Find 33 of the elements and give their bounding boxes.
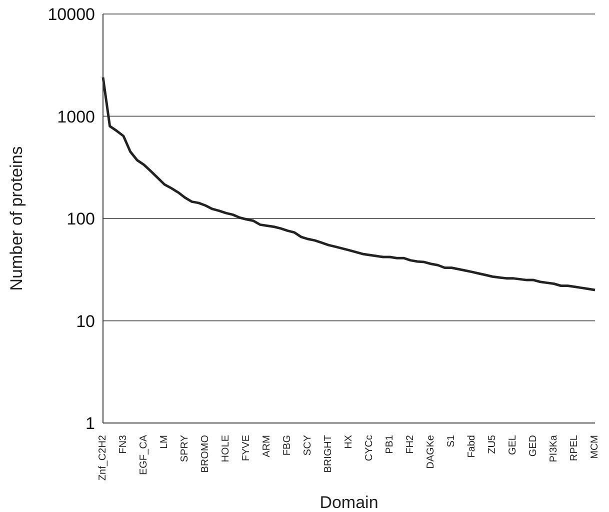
y-tick-label: 1000 (57, 107, 95, 126)
x-tick-label: MCM (590, 435, 600, 459)
x-tick-label: ZU5 (487, 434, 498, 454)
x-tick-label: Znf_C2H2 (98, 434, 108, 481)
y-tick-label: 100 (66, 210, 95, 229)
x-tick-label: PB1 (384, 434, 396, 454)
x-tick-label: Fabd (466, 435, 478, 458)
x-tick-label: FBG (282, 434, 293, 456)
y-axis-title: Number of proteins (7, 146, 26, 291)
x-tick-label: PI3Ka (548, 434, 560, 462)
x-tick-label: FH2 (405, 434, 416, 454)
x-tick-label: DAGKe (426, 434, 436, 469)
x-tick-label: SCY (302, 434, 314, 456)
x-axis-title: Domain (320, 493, 378, 512)
x-tick-label: ARM (262, 435, 272, 458)
x-tick-label: RPEL (569, 434, 580, 462)
x-tick-label: FYVE (241, 434, 252, 462)
x-tick-label: CYCc (364, 435, 375, 462)
x-tick-label: SPRY (180, 434, 190, 462)
y-tick-label: 10 (76, 312, 95, 331)
line-series (102, 76, 596, 292)
y-tick-label: 10000 (48, 5, 95, 24)
x-tick-label: HOLE (220, 434, 232, 462)
x-tick-label: BRIGHT (323, 435, 334, 473)
x-tick-label: LM (159, 435, 170, 449)
x-tick-label: GED (528, 435, 539, 457)
x-tick-label: HX (344, 434, 354, 449)
x-tick-label: S1 (446, 434, 457, 448)
y-tick-label: 1 (86, 414, 95, 434)
x-tick-label: EGF_CA (138, 434, 150, 476)
x-tick-label: BROMO (200, 434, 211, 473)
x-tick-label: GEL (508, 434, 518, 456)
x-tick-label: FN3 (118, 434, 129, 454)
